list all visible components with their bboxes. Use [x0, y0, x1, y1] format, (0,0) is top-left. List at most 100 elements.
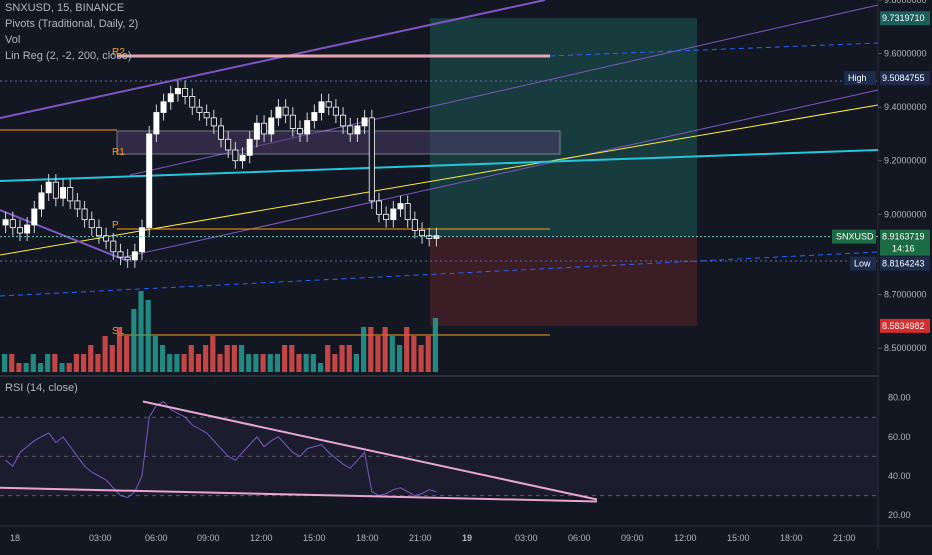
candle-body	[9, 219, 16, 229]
volume-bar	[253, 354, 259, 372]
volume-bar	[267, 354, 273, 372]
volume-bar	[238, 345, 245, 372]
rsi-line	[5, 400, 437, 499]
price-tick-label: 9.6000000	[884, 49, 927, 59]
time-tick-label: 09:00	[621, 533, 644, 543]
time-tick-label: 21:00	[833, 533, 856, 543]
volume-bar	[303, 354, 309, 372]
candle-body	[411, 219, 418, 231]
candle-body	[153, 112, 160, 135]
price-label-box	[880, 229, 930, 256]
price-tick-label: 9.2000000	[884, 156, 927, 166]
time-tick-label: 18:00	[356, 533, 379, 543]
time-tick-label: 21:00	[409, 533, 432, 543]
volume-bar	[339, 345, 345, 372]
candle-body	[38, 192, 45, 210]
volume-bar	[9, 354, 15, 372]
volume-bar	[2, 354, 8, 372]
price-label-box	[880, 318, 930, 333]
price-label-value: 9.5084755	[882, 73, 925, 83]
price-tick-label: 8.7000000	[884, 290, 927, 300]
candle-body	[232, 149, 239, 162]
candle-body	[24, 224, 31, 234]
candle-body	[196, 106, 203, 113]
candle-body	[146, 133, 153, 229]
time-tick-label: 18:00	[780, 533, 803, 543]
volume-bar	[274, 354, 281, 372]
volume-bar	[289, 345, 295, 372]
candle-body	[139, 227, 146, 253]
volume-bar	[174, 354, 180, 372]
volume-bar	[361, 327, 367, 372]
candle-body	[2, 219, 9, 226]
rsi-legend[interactable]: RSI (14, close)	[5, 382, 78, 394]
price-label-tag	[850, 256, 876, 271]
candle-body	[340, 114, 347, 127]
volume-bar	[296, 354, 302, 372]
price-label-box	[880, 11, 930, 26]
volume-bar	[282, 345, 288, 372]
volume-bar	[425, 336, 431, 372]
volume-bar	[375, 336, 381, 372]
candle-body	[361, 117, 368, 127]
volume-bar	[224, 345, 230, 372]
candle-body	[397, 203, 404, 210]
candle-body	[354, 125, 361, 135]
volume-bar	[231, 345, 237, 372]
candle-body	[16, 227, 23, 234]
price-label-tag	[844, 71, 876, 86]
volume-bar	[116, 327, 123, 372]
legend-pivots[interactable]: Pivots (Traditional, Daily, 2)	[5, 18, 139, 30]
candle-body	[174, 87, 181, 95]
candle-body	[88, 219, 95, 229]
candle-body	[210, 117, 217, 127]
rsi-tick-label: 20.00	[888, 510, 911, 520]
candle-body	[311, 112, 318, 121]
volume-bar	[404, 327, 410, 372]
candle-body	[383, 213, 390, 221]
volume-bar	[16, 363, 22, 372]
volume-bar	[203, 345, 209, 372]
pivot-label-r1: R1	[112, 147, 125, 158]
candle-body	[318, 101, 325, 113]
volume-bar	[30, 354, 36, 372]
time-tick-label: 19	[462, 533, 472, 543]
volume-bar	[66, 363, 72, 372]
rsi-tick-label: 60.00	[888, 432, 911, 442]
legend-linreg[interactable]: Lin Reg (2, -2, 200, close)	[5, 50, 132, 62]
profit-zone	[430, 18, 697, 237]
volume-bar	[167, 354, 173, 372]
time-tick-label: 06:00	[145, 533, 168, 543]
candle-body	[289, 114, 296, 129]
volume-bar	[353, 354, 360, 372]
volume-bar	[195, 354, 202, 372]
candle-body	[95, 227, 102, 237]
candle-body	[347, 125, 354, 135]
candle-body	[81, 208, 88, 221]
volume-bar	[260, 354, 266, 372]
volume-bar	[138, 291, 144, 372]
legend-symbol[interactable]: SNXUSD, 15, BINANCE	[5, 2, 125, 14]
candle-body	[375, 200, 382, 215]
candle-body	[110, 240, 117, 253]
volume-bar	[246, 354, 252, 372]
candle-body	[419, 229, 426, 237]
price-label-name: SNXUSD	[836, 232, 874, 242]
linreg-lower-line	[119, 89, 879, 259]
price-label-box	[880, 256, 930, 271]
volume-bar	[310, 354, 316, 372]
volume-bar	[152, 336, 158, 372]
candle-body	[124, 256, 131, 261]
time-tick-label: 09:00	[197, 533, 220, 543]
candle-body	[296, 128, 303, 135]
price-tick-label: 9.0000000	[884, 209, 927, 219]
candle-body	[390, 208, 397, 221]
volume-bar	[95, 354, 101, 372]
price-label-tag	[832, 229, 876, 244]
candle-body	[103, 235, 110, 242]
price-tick-label: 8.5000000	[884, 343, 927, 353]
legend-vol[interactable]: Vol	[5, 34, 21, 46]
volume-bar	[325, 345, 331, 372]
